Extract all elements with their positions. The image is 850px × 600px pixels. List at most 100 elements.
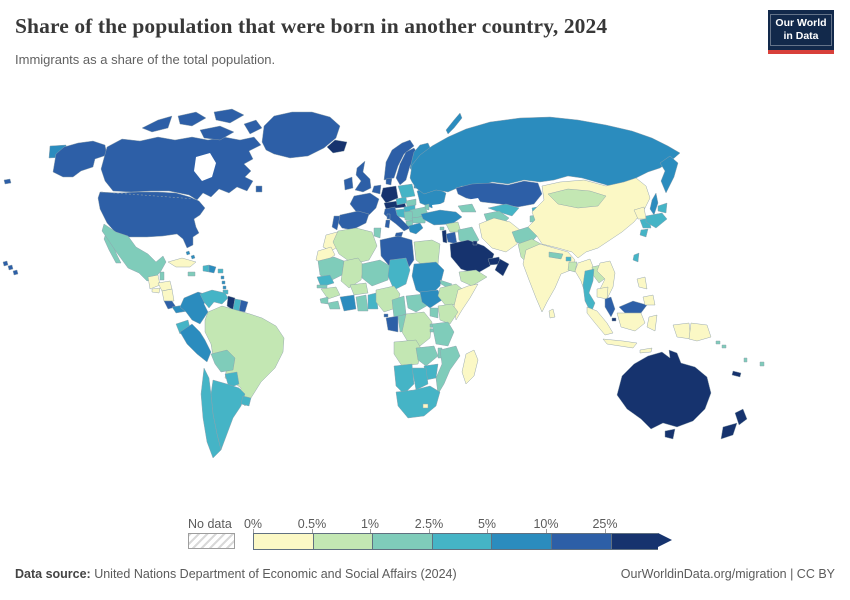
country-taiwan[interactable] xyxy=(632,252,640,263)
country-germany[interactable] xyxy=(380,185,399,204)
country-japan-kyushu[interactable] xyxy=(639,228,649,238)
country-philippines-mindanao[interactable] xyxy=(642,294,656,306)
country-ireland[interactable] xyxy=(343,176,354,191)
country-indonesia-java[interactable] xyxy=(602,338,638,349)
country-canada-arctic-2[interactable] xyxy=(177,111,207,127)
country-niger[interactable] xyxy=(361,259,391,287)
country-tunisia[interactable] xyxy=(373,227,382,239)
country-venezuela[interactable] xyxy=(199,289,229,309)
country-namibia[interactable] xyxy=(393,363,415,395)
country-indonesia-papua[interactable] xyxy=(672,322,692,340)
country-canada-arctic-5[interactable] xyxy=(243,119,263,135)
country-iceland[interactable] xyxy=(326,139,348,154)
legend-bin-0-0.5[interactable] xyxy=(253,533,313,550)
legend-bin-25plus[interactable] xyxy=(610,533,658,550)
country-vanuatu[interactable] xyxy=(743,357,748,363)
country-norway[interactable] xyxy=(383,139,415,181)
country-indonesia-sumatra[interactable] xyxy=(586,306,614,336)
country-oman[interactable] xyxy=(494,258,510,277)
country-philippines-luzon[interactable] xyxy=(636,276,648,290)
footer-link[interactable]: OurWorldinData.org/migration | CC BY xyxy=(620,567,835,581)
country-spain[interactable] xyxy=(336,210,370,231)
country-thailand[interactable] xyxy=(582,268,596,314)
country-jordan[interactable] xyxy=(445,231,458,245)
country-canada-newfoundland[interactable] xyxy=(255,185,263,193)
country-chile[interactable] xyxy=(200,367,222,459)
country-denmark[interactable] xyxy=(385,177,393,186)
country-puerto-rico[interactable] xyxy=(217,268,224,274)
country-liberia[interactable] xyxy=(327,300,341,310)
country-jamaica[interactable] xyxy=(187,271,196,277)
country-new-caledonia[interactable] xyxy=(731,370,742,378)
country-benelux[interactable] xyxy=(371,184,382,195)
country-cyprus[interactable] xyxy=(439,226,445,231)
country-guinea[interactable] xyxy=(320,286,341,300)
country-fiji[interactable] xyxy=(759,361,765,367)
country-serbia[interactable] xyxy=(403,210,414,222)
country-japan-hokkaido[interactable] xyxy=(657,202,668,214)
country-tanzania[interactable] xyxy=(431,321,455,347)
country-south-africa[interactable] xyxy=(395,385,441,419)
country-lesser-antilles[interactable] xyxy=(220,275,227,290)
country-israel-lebanon[interactable] xyxy=(441,229,448,244)
country-algeria[interactable] xyxy=(332,227,378,265)
country-new-zealand-north[interactable] xyxy=(734,408,748,426)
country-russia-novaya-zemlya[interactable] xyxy=(445,112,463,135)
country-kuwait[interactable] xyxy=(472,240,478,246)
country-canada-arctic-3[interactable] xyxy=(213,108,245,124)
owid-logo[interactable]: Our World in Data xyxy=(768,10,834,54)
country-australia-tasmania[interactable] xyxy=(664,428,676,440)
country-kenya[interactable] xyxy=(437,303,459,325)
country-australia[interactable] xyxy=(616,349,712,430)
country-usa-aleutians[interactable] xyxy=(3,178,12,185)
country-south-sudan[interactable] xyxy=(419,289,443,309)
country-solomon-islands[interactable] xyxy=(715,340,727,349)
country-yemen[interactable] xyxy=(458,269,488,287)
country-bolivia[interactable] xyxy=(210,349,236,373)
country-ghana[interactable] xyxy=(355,294,369,312)
country-burkina-faso[interactable] xyxy=(349,282,369,296)
country-nicaragua[interactable] xyxy=(161,288,175,302)
country-madagascar[interactable] xyxy=(461,349,479,385)
country-togo-benin[interactable] xyxy=(367,292,379,310)
legend-bin-5-10[interactable] xyxy=(491,533,551,550)
country-indonesia-lesser-sunda[interactable] xyxy=(639,347,653,354)
country-new-zealand-south[interactable] xyxy=(720,422,738,440)
country-usa-hawaii[interactable] xyxy=(2,260,19,276)
country-senegal[interactable] xyxy=(316,274,335,288)
country-drc[interactable] xyxy=(401,311,433,347)
country-malaysia-borneo[interactable] xyxy=(618,300,648,314)
country-guatemala[interactable] xyxy=(147,274,161,290)
country-indonesia-borneo[interactable] xyxy=(616,312,646,332)
country-italy[interactable] xyxy=(383,206,411,232)
country-canada-arctic-4[interactable] xyxy=(199,125,235,141)
country-saudi-arabia[interactable] xyxy=(449,239,495,275)
country-caucasus[interactable] xyxy=(457,203,477,213)
country-botswana[interactable] xyxy=(411,367,429,391)
country-lesotho[interactable] xyxy=(422,403,429,409)
country-sierra-leone[interactable] xyxy=(319,296,329,305)
country-ivory-coast[interactable] xyxy=(339,294,357,312)
legend-no-data-swatch[interactable] xyxy=(188,533,235,549)
country-haiti[interactable] xyxy=(202,264,210,273)
country-chad[interactable] xyxy=(387,257,411,291)
country-cambodia[interactable] xyxy=(596,286,609,300)
country-russia-kamchatka[interactable] xyxy=(659,155,679,194)
country-papua-new-guinea[interactable] xyxy=(688,322,712,342)
country-paraguay[interactable] xyxy=(224,371,240,389)
country-cuba[interactable] xyxy=(167,257,197,268)
country-mexico[interactable] xyxy=(101,223,167,282)
country-malaysia-peninsula[interactable] xyxy=(604,296,616,318)
country-gambia[interactable] xyxy=(316,284,328,289)
country-peru[interactable] xyxy=(179,323,212,363)
country-slovakia[interactable] xyxy=(405,198,417,207)
country-indonesia-sulawesi[interactable] xyxy=(646,314,658,332)
country-greenland[interactable] xyxy=(261,111,341,159)
legend-bin-10-25[interactable] xyxy=(550,533,611,550)
country-russia-sakhalin[interactable] xyxy=(649,192,659,216)
country-singapore[interactable] xyxy=(611,317,617,322)
country-greece[interactable] xyxy=(407,222,424,235)
country-japan-honshu[interactable] xyxy=(645,212,668,229)
legend-bin-0.5-1[interactable] xyxy=(312,533,373,550)
country-sri-lanka[interactable] xyxy=(548,308,556,319)
